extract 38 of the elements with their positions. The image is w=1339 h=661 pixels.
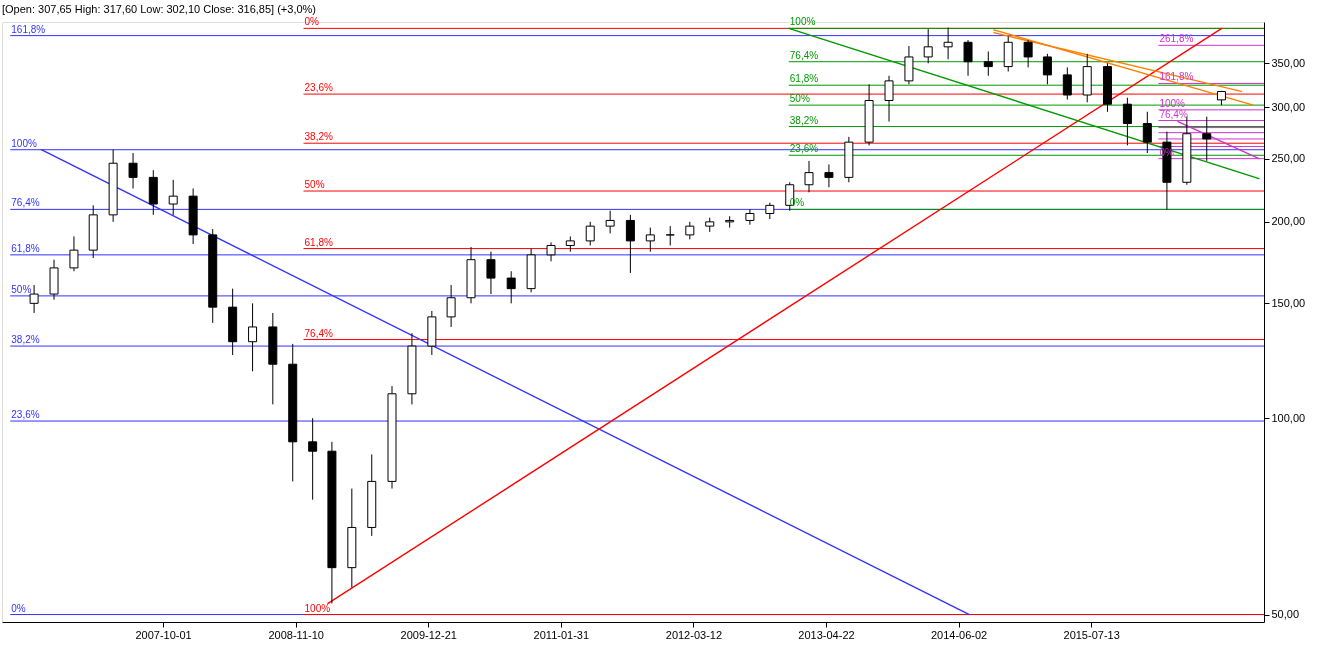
y-tick-label: 50,00 [1271, 608, 1300, 621]
annotation: 23,6% [11, 409, 40, 421]
x-tick-label: 2013-04-22 [798, 628, 855, 641]
annotation: 50% [789, 93, 810, 105]
annotation: 161,8% [11, 23, 46, 35]
annotation: 38,2% [789, 114, 819, 126]
annotation: 38,2% [11, 334, 40, 346]
annotation: 100% [304, 602, 331, 614]
annotation: 38,2% [304, 131, 333, 143]
chart-title: [Open: 307,65 High: 317,60 Low: 302,10 Close: 316,85] (+3,0%) [2, 3, 317, 16]
annotation: 61,8% [789, 73, 819, 85]
y-tick-label: 350,00 [1271, 56, 1306, 69]
annotation: 100% [11, 137, 37, 149]
y-tick-label: 150,00 [1271, 296, 1306, 309]
x-tick-label: 2012-03-12 [665, 628, 723, 641]
annotation: 76,4% [1159, 108, 1188, 120]
annotation: 50% [304, 179, 325, 191]
annotation: 100% [789, 16, 816, 28]
y-tick-label: 250,00 [1271, 152, 1306, 165]
y-tick-label: 300,00 [1271, 100, 1306, 113]
x-tick-label: 2008-11-10 [268, 628, 324, 641]
x-tick-label: 2007-10-01 [135, 628, 192, 641]
annotation: 23,6% [304, 82, 333, 94]
annotation: 76,4% [304, 327, 333, 339]
annotation: 0% [11, 602, 26, 614]
y-tick-label: 200,00 [1271, 215, 1306, 228]
annotation: 61,8% [11, 242, 40, 254]
annotation: 76,4% [789, 49, 819, 61]
x-tick-label: 2009-12-21 [400, 628, 457, 641]
y-tick-label: 100,00 [1271, 411, 1306, 424]
annotation: 0% [304, 16, 320, 28]
annotation: 50% [11, 283, 32, 295]
annotation: 61,8% [304, 236, 333, 248]
annotation: 76,4% [11, 197, 40, 209]
x-tick-label: 2011-01-31 [533, 628, 590, 641]
x-tick-label: 2015-07-13 [1063, 628, 1120, 641]
x-tick-label: 2014-06-02 [930, 628, 988, 641]
annotation: 261,8% [1159, 33, 1194, 45]
